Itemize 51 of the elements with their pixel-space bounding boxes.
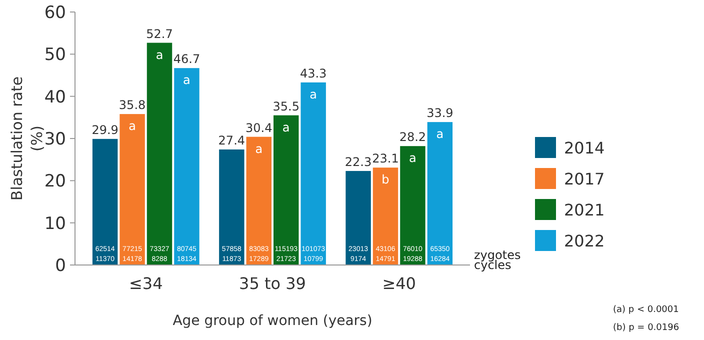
text: (a) p < 0.0001 bbox=[613, 305, 679, 315]
legend-label: 2014 bbox=[564, 138, 605, 158]
bar bbox=[146, 42, 172, 265]
bar bbox=[427, 122, 453, 265]
bar bbox=[246, 136, 272, 265]
x-tick-label: 35 to 39 bbox=[239, 274, 306, 293]
x-tick-label: ≤34 bbox=[129, 274, 163, 293]
annotation: a bbox=[156, 48, 164, 62]
annotation: a bbox=[183, 73, 190, 88]
annotation: a bbox=[128, 119, 136, 134]
data-label: 29.9 bbox=[92, 122, 118, 137]
data-label: 30.4 bbox=[246, 120, 272, 135]
annotation: a bbox=[409, 151, 416, 166]
bar bbox=[346, 170, 371, 265]
annotation: a bbox=[255, 142, 263, 156]
bar bbox=[274, 115, 299, 265]
y-tick-label: 0 bbox=[55, 256, 66, 276]
data-label: 43.3 bbox=[300, 66, 327, 80]
y-axis-title: Blastulation rate (%) bbox=[8, 76, 46, 201]
bar bbox=[300, 82, 326, 265]
annotation: a bbox=[310, 87, 318, 102]
text: (b) p = 0.0196 bbox=[613, 323, 680, 333]
data-label: 22.3 bbox=[344, 154, 372, 169]
y-tick-label: 50 bbox=[44, 45, 66, 66]
x-axis-title: Age group of women (years) bbox=[172, 313, 372, 329]
data-label: 35.5 bbox=[272, 99, 300, 114]
y-tick-label: 60 bbox=[44, 2, 66, 23]
y-tick-label: 30 bbox=[44, 129, 66, 150]
y-tick-label: 20 bbox=[44, 172, 66, 192]
annotation: a bbox=[436, 127, 444, 142]
annotation: a bbox=[282, 120, 290, 134]
x-tick-label: ≥40 bbox=[382, 274, 416, 293]
bar bbox=[372, 168, 398, 265]
y-tick-label: 40 bbox=[44, 87, 66, 108]
data-label: 33.9 bbox=[426, 106, 454, 120]
bar bbox=[400, 146, 426, 265]
bar bbox=[92, 138, 118, 265]
legend-label: 2022 bbox=[564, 232, 605, 251]
legend-label: 2021 bbox=[564, 200, 605, 220]
data-label: 28.2 bbox=[399, 130, 426, 144]
annotation: b bbox=[382, 172, 390, 187]
y-tick-label: 10 bbox=[44, 214, 66, 234]
bar bbox=[174, 68, 200, 265]
bar bbox=[219, 149, 244, 265]
data-label: 52.7 bbox=[146, 26, 173, 41]
data-label: 46.7 bbox=[173, 52, 200, 66]
data-label: 23.1 bbox=[372, 152, 399, 166]
data-label: 27.4 bbox=[218, 133, 246, 148]
bar bbox=[120, 114, 145, 265]
data-label: 35.8 bbox=[118, 98, 146, 112]
legend-label: 2017 bbox=[564, 170, 605, 189]
